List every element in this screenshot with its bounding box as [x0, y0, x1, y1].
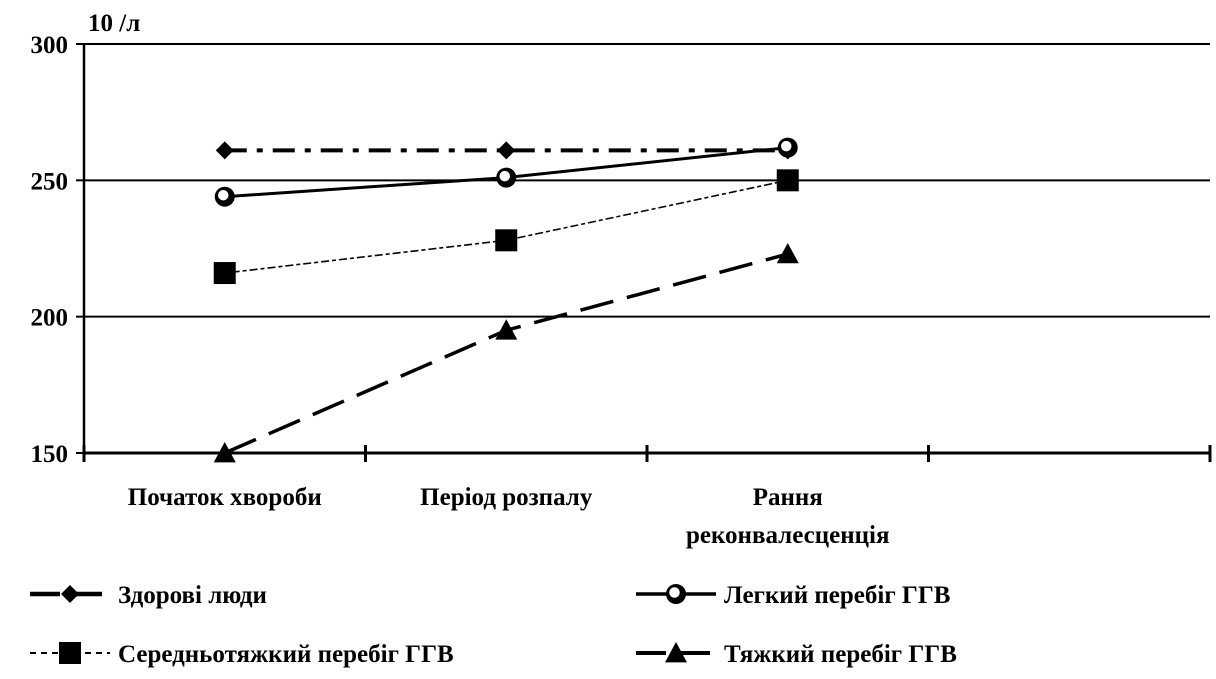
y-tick-labels: 150 200 250 300 — [31, 32, 69, 468]
series-1-point-2 — [777, 137, 798, 158]
legend: Здорові люди Легкий перебіг ГГВ Середньотя… — [30, 582, 957, 668]
series-2-point-1 — [495, 229, 518, 252]
series-3-point-0 — [213, 442, 236, 463]
legend-label-1: Легкий перебіг ГГВ — [724, 582, 950, 609]
series-group — [213, 137, 799, 463]
gridlines — [84, 43, 1210, 318]
series-0-point-0 — [215, 141, 234, 160]
y-tick-label-250: 250 — [31, 168, 69, 195]
category-label-0: Початок хвороби — [128, 484, 322, 511]
series-1-point-1 — [496, 167, 517, 188]
series-1-point-0-inner — [216, 188, 230, 202]
series-line-3 — [224, 252, 789, 455]
legend-swatch-marker-2 — [59, 642, 81, 664]
axes — [76, 43, 1212, 462]
series-2-point-0 — [213, 262, 236, 285]
series-line-2 — [224, 179, 788, 274]
legend-swatch-marker-1-inner — [667, 585, 682, 600]
series-0-point-1 — [497, 141, 516, 160]
category-labels: Початок хвороби Період розпалу Рання реконв… — [128, 484, 890, 549]
series-1-point-0 — [214, 186, 235, 207]
legend-swatch-marker-0 — [61, 585, 79, 603]
category-label-1: Період розпалу — [420, 484, 593, 511]
y-tick-label-200: 200 — [31, 305, 69, 332]
series-3-point-1 — [495, 319, 518, 340]
legend-label-0: Здорові люди — [118, 582, 267, 609]
series-1-point-2-inner — [779, 139, 793, 153]
y-axis-unit-label: 10 /л — [88, 10, 140, 37]
y-tick-label-300: 300 — [31, 32, 69, 59]
series-1-point-1-inner — [498, 169, 512, 183]
category-label-2: Рання реконвалесценція — [686, 484, 890, 549]
y-tick-label-150: 150 — [31, 441, 69, 468]
series-3-point-2 — [776, 242, 799, 264]
series-2-point-2 — [776, 169, 799, 192]
legend-label-2: Середньотяжкий перебіг ГГВ — [118, 641, 454, 668]
legend-swatch-marker-3 — [665, 642, 687, 663]
legend-swatch-marker-1 — [666, 584, 686, 604]
legend-label-3: Тяжкий перебіг ГГВ — [724, 641, 957, 668]
